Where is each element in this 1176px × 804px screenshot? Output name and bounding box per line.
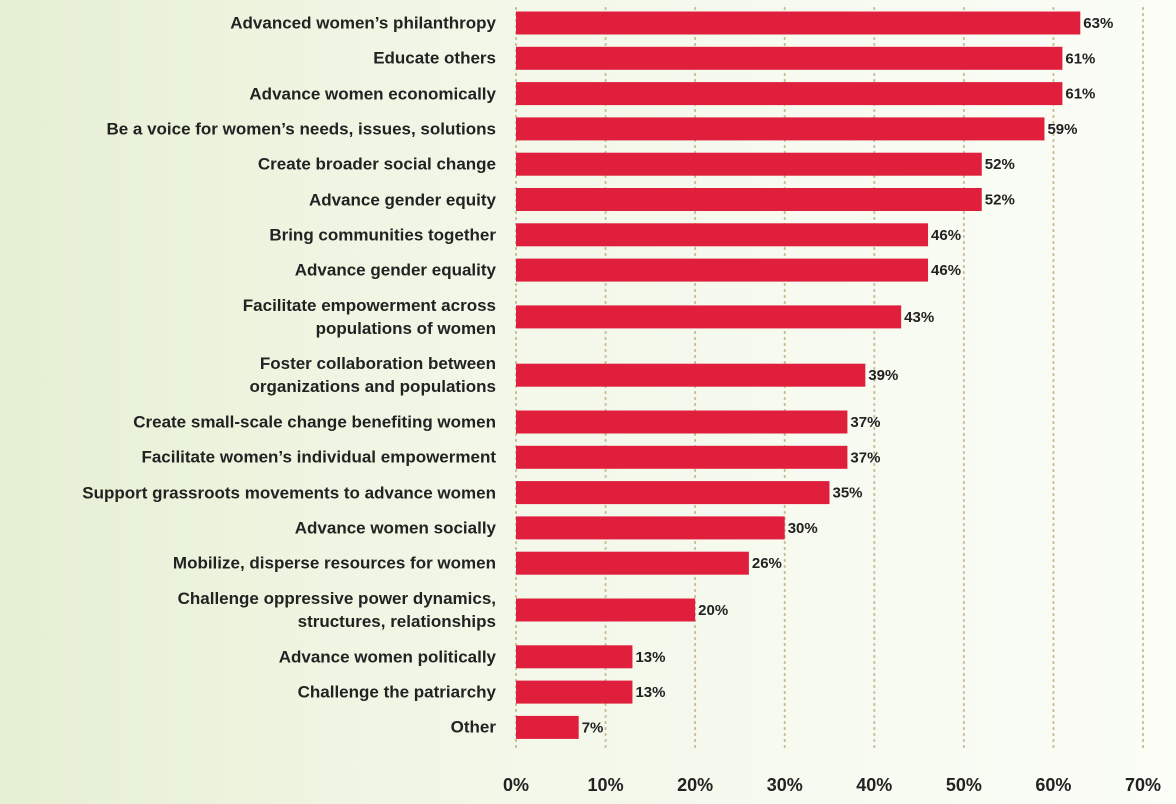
value-label: 46%	[931, 262, 961, 279]
category-label: Advance women politically	[278, 647, 496, 667]
bar	[516, 363, 866, 387]
x-tick-label: 20%	[677, 775, 713, 795]
bar	[516, 516, 785, 540]
bar	[516, 46, 1063, 70]
bar	[516, 223, 929, 247]
category-label: Advance women socially	[294, 518, 496, 538]
value-label: 7%	[582, 719, 604, 736]
value-label: 63%	[1083, 15, 1113, 32]
x-tick-label: 30%	[767, 775, 803, 795]
category-label: Support grassroots movements to advance …	[82, 483, 496, 503]
bar	[516, 258, 929, 282]
x-tick-label: 50%	[946, 775, 982, 795]
category-label: Facilitate women’s individual empowermen…	[141, 447, 496, 467]
category-label: Advanced women’s philanthropy	[230, 13, 496, 33]
category-label: Facilitate empowerment across population…	[242, 295, 496, 338]
value-label: 52%	[985, 191, 1015, 208]
bar	[516, 152, 982, 176]
bar	[516, 410, 848, 434]
value-label: 43%	[904, 309, 934, 326]
value-label: 30%	[788, 520, 818, 537]
category-label: Create small-scale change benefiting wom…	[133, 412, 496, 432]
category-label: Educate others	[373, 48, 496, 68]
category-label: Create broader social change	[257, 154, 496, 174]
bar	[516, 715, 579, 739]
value-label: 35%	[833, 485, 863, 502]
category-label: Advance women economically	[249, 84, 496, 104]
x-tick-label: 0%	[503, 775, 529, 795]
bar	[516, 481, 830, 505]
category-label: Bring communities together	[269, 225, 496, 245]
bar	[516, 305, 902, 329]
value-label: 61%	[1065, 86, 1095, 103]
bar	[516, 680, 633, 704]
bar	[516, 82, 1063, 106]
bar	[516, 117, 1045, 141]
category-label: Challenge oppressive power dynamics, str…	[177, 589, 496, 631]
value-label: 37%	[850, 414, 880, 431]
bar	[516, 445, 848, 469]
value-label: 46%	[931, 227, 961, 244]
category-label: Be a voice for women’s needs, issues, so…	[106, 119, 496, 139]
value-label: 13%	[635, 649, 665, 666]
bar	[516, 598, 696, 622]
x-tick-label: 70%	[1125, 775, 1161, 795]
value-label: 52%	[985, 156, 1015, 173]
bar	[516, 645, 633, 669]
bar	[516, 11, 1081, 35]
value-label: 59%	[1047, 121, 1077, 138]
category-label: Mobilize, disperse resources for women	[172, 553, 496, 573]
value-label: 13%	[635, 684, 665, 701]
value-label: 61%	[1065, 50, 1095, 67]
value-label: 39%	[868, 367, 898, 384]
value-label: 20%	[698, 602, 728, 619]
value-label: 26%	[752, 555, 782, 572]
x-tick-label: 40%	[856, 775, 892, 795]
category-label: Advance gender equity	[308, 190, 496, 209]
category-label: Challenge the patriarchy	[297, 682, 496, 702]
bar	[516, 551, 749, 575]
value-label: 37%	[850, 449, 880, 466]
x-tick-label: 60%	[1035, 775, 1071, 795]
x-tick-label: 10%	[588, 775, 624, 795]
category-label: Other	[450, 717, 496, 737]
category-label: Advance gender equality	[294, 260, 496, 280]
category-label: Foster collaboration between organizatio…	[249, 354, 497, 397]
bar	[516, 188, 982, 211]
